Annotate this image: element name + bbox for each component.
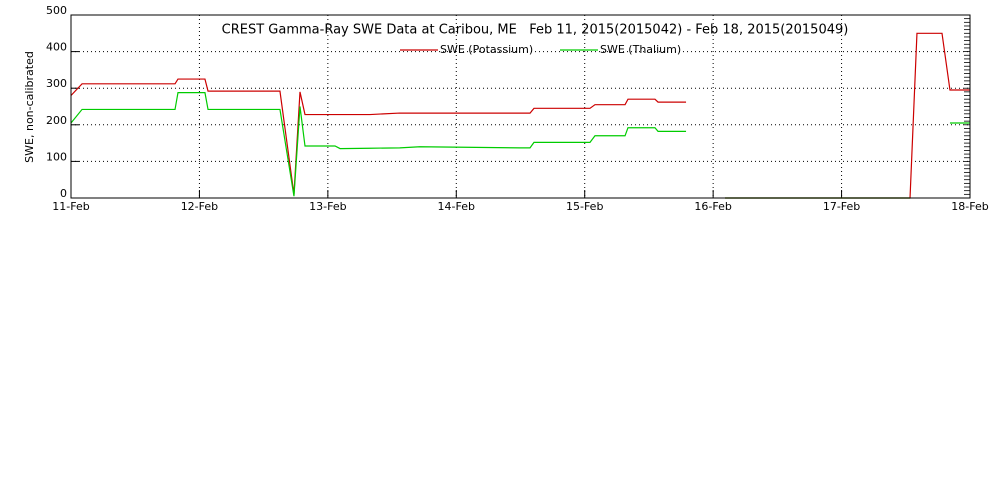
x-tick-label: 16-Feb bbox=[694, 200, 731, 213]
legend-label: SWE (Thalium) bbox=[600, 43, 681, 56]
x-tick-label: 14-Feb bbox=[438, 200, 475, 213]
y-tick-label: 400 bbox=[46, 41, 67, 54]
y-tick-label: 100 bbox=[46, 150, 67, 163]
y-tick-label: 0 bbox=[60, 187, 67, 200]
legend-label: SWE (Potassium) bbox=[440, 43, 533, 56]
y-axis-label: SWE, non-calibrated bbox=[23, 51, 36, 163]
y-tick-label: 500 bbox=[46, 4, 67, 17]
chart-title: CREST Gamma-Ray SWE Data at Caribou, ME … bbox=[222, 23, 849, 38]
y-tick-label: 300 bbox=[46, 77, 67, 90]
x-tick-label: 13-Feb bbox=[309, 200, 346, 213]
plot-frame bbox=[70, 14, 971, 199]
x-tick-label: 11-Feb bbox=[52, 200, 89, 213]
x-tick-label: 17-Feb bbox=[823, 200, 860, 213]
x-tick-label: 12-Feb bbox=[181, 200, 218, 213]
y-tick-label: 200 bbox=[46, 114, 67, 127]
x-tick-label: 18-Feb bbox=[951, 200, 988, 213]
x-tick-label: 15-Feb bbox=[566, 200, 603, 213]
